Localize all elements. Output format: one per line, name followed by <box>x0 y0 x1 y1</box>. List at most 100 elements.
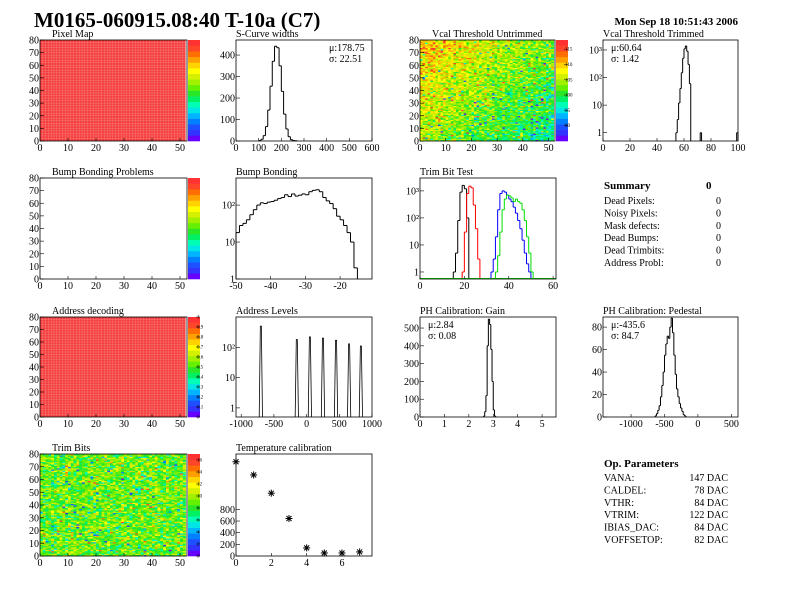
heatmap-cell <box>476 130 480 133</box>
heatmap-cell <box>435 109 439 111</box>
heatmap-cell <box>517 75 521 77</box>
x-tick-label: 10 <box>441 143 451 154</box>
heatmap-cell <box>440 98 444 100</box>
heatmap-cell <box>512 108 516 110</box>
heatmap-cell <box>463 139 467 142</box>
heatmap-cell <box>445 84 449 86</box>
heatmap-cell <box>466 71 470 74</box>
heatmap-cell <box>422 108 426 110</box>
heatmap-cell <box>448 103 452 105</box>
heatmap-cell <box>502 105 506 108</box>
heatmap-cell <box>486 99 490 101</box>
y-tick-label: 10 <box>29 124 39 135</box>
heatmap-cell <box>484 51 488 53</box>
heatmap-cell <box>440 132 444 134</box>
heatmap-cell <box>463 72 467 75</box>
heatmap-cell <box>474 130 477 133</box>
heatmap-cell <box>517 62 521 65</box>
heatmap-cell <box>445 124 449 127</box>
heatmap-cell <box>456 62 459 65</box>
heatmap-cell <box>502 47 506 50</box>
heatmap-cell <box>450 101 454 104</box>
heatmap-cell <box>492 70 495 72</box>
heatmap-cell <box>443 96 447 99</box>
heatmap-cell <box>520 134 524 137</box>
heatmap-cell <box>471 48 475 51</box>
heatmap-cell <box>450 95 454 98</box>
heatmap-cell <box>497 61 501 64</box>
panel-title: Address Levels <box>236 306 298 317</box>
heatmap-cell <box>507 120 511 123</box>
heatmap-cell <box>517 56 521 58</box>
heatmap-cell <box>427 105 431 108</box>
heatmap-cell <box>456 109 459 111</box>
heatmap-cell <box>471 60 475 62</box>
heatmap-cell <box>499 98 503 100</box>
heatmap-cell <box>466 74 470 76</box>
heatmap-cell <box>494 104 498 106</box>
heatmap-cell <box>481 61 485 64</box>
heatmap-cell <box>497 84 501 86</box>
heatmap-cell <box>510 114 513 117</box>
heatmap-cell <box>427 106 431 109</box>
heatmap-cell <box>492 71 495 74</box>
heatmap-cell <box>450 91 454 94</box>
heatmap-cell <box>476 114 480 117</box>
heatmap-cell <box>494 71 498 74</box>
heatmap-cell <box>471 74 475 76</box>
heatmap-cell <box>453 80 457 82</box>
heatmap-cell <box>481 134 485 137</box>
heatmap-cell <box>440 127 444 129</box>
heatmap-cell <box>420 100 423 103</box>
heatmap-cell <box>445 133 449 135</box>
heatmap-cell <box>489 130 493 133</box>
heatmap-cell <box>432 90 436 93</box>
heatmap-cell <box>466 139 470 142</box>
heatmap-cell <box>492 87 495 90</box>
heatmap-cell <box>499 100 503 103</box>
heatmap-cell <box>432 47 436 50</box>
heatmap-cell <box>466 100 470 103</box>
heatmap-cell <box>438 114 441 117</box>
heatmap-cell <box>486 84 490 86</box>
heatmap-cell <box>443 85 447 88</box>
heatmap-cell <box>474 100 477 103</box>
heatmap-cell <box>420 125 423 128</box>
heatmap-cell <box>517 53 521 56</box>
heatmap-cell <box>504 106 508 109</box>
heatmap-cell <box>504 84 508 86</box>
heatmap-cell <box>471 67 475 70</box>
heatmap-cell <box>448 96 452 99</box>
heatmap-cell <box>432 133 436 135</box>
heatmap-cell <box>476 117 480 119</box>
heatmap-cell <box>484 124 488 127</box>
heatmap-cell <box>481 62 485 65</box>
heatmap-cell <box>435 115 439 118</box>
heatmap-cell <box>427 103 431 105</box>
heatmap-cell <box>486 72 490 75</box>
heatmap-cell <box>468 91 472 94</box>
heatmap-cell <box>453 106 457 109</box>
heatmap-cell <box>453 82 457 85</box>
heatmap-cell <box>520 80 524 82</box>
heatmap-cell <box>422 85 426 88</box>
heatmap-cell <box>489 66 493 69</box>
heatmap-cell <box>456 118 459 120</box>
heatmap-cell <box>471 130 475 133</box>
heatmap-cell <box>438 129 441 132</box>
heatmap-cell <box>481 65 485 67</box>
heatmap-cell <box>499 122 503 124</box>
heatmap-cell <box>458 114 462 117</box>
heatmap-cell <box>492 122 495 124</box>
heatmap-cell <box>512 115 516 118</box>
heatmap-cell <box>474 58 477 61</box>
heatmap-cell <box>479 96 483 99</box>
heatmap-cell <box>525 124 529 127</box>
heatmap-cell <box>456 129 459 132</box>
heatmap-cell <box>468 82 472 85</box>
heatmap-cell <box>525 61 529 64</box>
heatmap-cell <box>438 57 441 60</box>
heatmap-cell <box>504 100 508 103</box>
y-tick-label: 0 <box>34 137 39 148</box>
heatmap-cell <box>440 70 444 72</box>
